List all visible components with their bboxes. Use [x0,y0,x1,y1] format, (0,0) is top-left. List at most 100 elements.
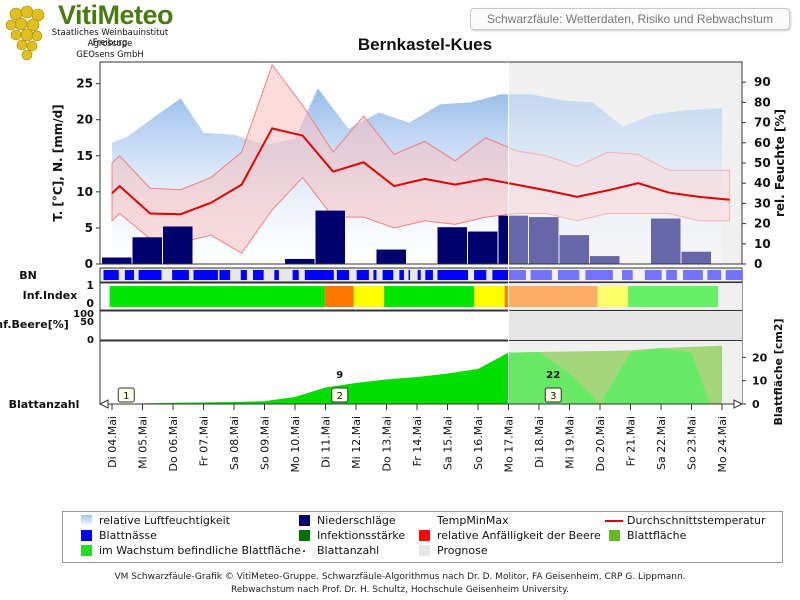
forecast-overlay [508,62,742,264]
date-label: Do 20.Mai [594,416,607,471]
leaf-number-box [544,387,562,403]
right-tick-label: 60 [754,136,771,150]
legend-swatch [605,520,623,522]
berry-tick-label: 0 [87,335,94,346]
left-tick-label: 25 [76,77,93,91]
infection-segment [353,286,385,307]
precip-bar [590,256,620,264]
berry-tick-label: 100 [73,309,94,320]
date-label: Do 06.Mai [167,416,180,471]
date-label: Mi 19.Mai [564,416,577,469]
date-label: So 09.Mai [259,416,272,470]
berry-forecast-bg [508,311,742,340]
legend-label: relative Anfälligkeit der Beere [437,529,601,542]
leaf-area-tick-label: 10 [752,375,768,388]
logo-line-3: GEOsens GmbH [76,50,144,60]
leaf-wetness-segment [292,270,299,280]
date-label: Sa 22.Mai [655,416,668,470]
leaf-wetness-segment [124,270,135,280]
date-label: So 16.Mai [472,416,485,470]
left-tick-label: 5 [85,221,93,235]
legend-label: Blattanzahl [317,544,380,557]
left-tick-label: 0 [85,257,93,271]
leaf-wetness-segment [492,270,526,280]
infection-label: Inf.Index [23,289,78,302]
logo-title: VitiMeteo [58,0,174,30]
leaf-number-label: 2 [337,391,343,402]
legend-label: Blattnässe [99,529,157,542]
leaf-wetness-segment [622,270,633,280]
right-tick-label: 0 [754,257,762,271]
infection-segment [384,286,475,307]
bn-label: BN [19,269,37,282]
right-tick-label: 10 [754,237,771,251]
legend-swatch [299,530,310,541]
bn-forecast-overlay [508,269,742,281]
leaf-area-axis-label: Blattfläche [cm2] [772,318,785,425]
berry-label: Inf.Beere[%] [0,318,69,331]
date-label: Sa 08.Mai [228,416,241,470]
leaf-wetness-segment [373,270,377,280]
mean-temp-line [111,127,730,216]
leaf-wetness-segment [557,270,580,280]
leaf-wetness-segment [336,270,350,280]
right-axis-label: rel. Feuchte [%] [773,109,787,217]
precip-bar [498,215,528,264]
leaf-wetness-segment [240,270,247,280]
precip-bar [315,210,345,264]
leaf-wetness-segment [172,270,189,280]
precip-bar [376,249,406,264]
leaf-wetness-segment [725,270,743,280]
date-label: Fr 07.Mai [198,416,211,466]
leaf-wetness-segment [437,270,468,280]
leaf-value-label: 22 [546,370,560,381]
right-tick-label: 30 [754,196,771,210]
precip-bar [559,235,589,264]
right-tick-label: 20 [754,217,771,231]
left-axis-label: T. [°C], N. [mm/d] [51,104,65,221]
date-label: Di 11.Mai [320,416,333,468]
leaf-number-box [117,387,135,403]
precip-bar [132,237,162,264]
right-tick-label: 40 [754,176,771,190]
legend-swatch [81,530,92,541]
infection-tick-label: 0 [86,297,94,310]
legend-label: TempMinMax [437,514,509,527]
leaf-wetness-segment [399,270,404,280]
chart-title: Bernkastel-Kues [357,35,493,54]
infection-segment [324,286,354,307]
subtitle-box: Schwarzfäule: Wetterdaten, Risiko und Re… [470,8,790,30]
leaf-area-tick-label: 20 [752,351,768,364]
leaf-wetness-segment [382,270,394,280]
infection-forecast-overlay [508,284,742,309]
date-label: Fr 14.Mai [411,416,424,466]
right-tick-label: 70 [754,116,771,130]
precip-bar [102,257,132,264]
date-label: Mi 05.Mai [137,416,150,469]
leaf-wetness-segment [666,270,677,280]
leaf-wetness-segment [219,270,231,280]
footer-line-1: VM Schwarzfäule-Grafik © VitiMeteo-Grupp… [114,572,686,582]
precip-bar [437,227,467,264]
date-label: Di 04.Mai [106,416,119,468]
logo-line-2: Agroscope [87,39,133,49]
leaf-wetness-segment [530,270,552,280]
right-tick-label: 50 [754,156,771,170]
infection-tick-label: 1 [86,279,94,292]
leaf-wetness-segment [683,270,703,280]
leaf-wetness-segment [103,270,119,280]
left-tick-label: 15 [76,149,93,163]
date-label: Sa 15.Mai [442,416,455,470]
leaf-wetness-segment [585,270,613,280]
subtitle: Schwarzfäule: Wetterdaten, Risiko und Re… [487,12,773,26]
legend-label: Niederschläge [317,514,396,527]
infection-segment [507,286,598,307]
leaf-number-label: 1 [123,391,129,402]
leaf-forecast-overlay [508,341,742,404]
legend-swatch [299,515,310,526]
leaf-wetness-segment [304,270,334,280]
legend-label: Durchschnittstemperatur [627,514,766,527]
leaf-wetness-segment [252,270,264,280]
leaf-wetness-segment [193,270,218,280]
